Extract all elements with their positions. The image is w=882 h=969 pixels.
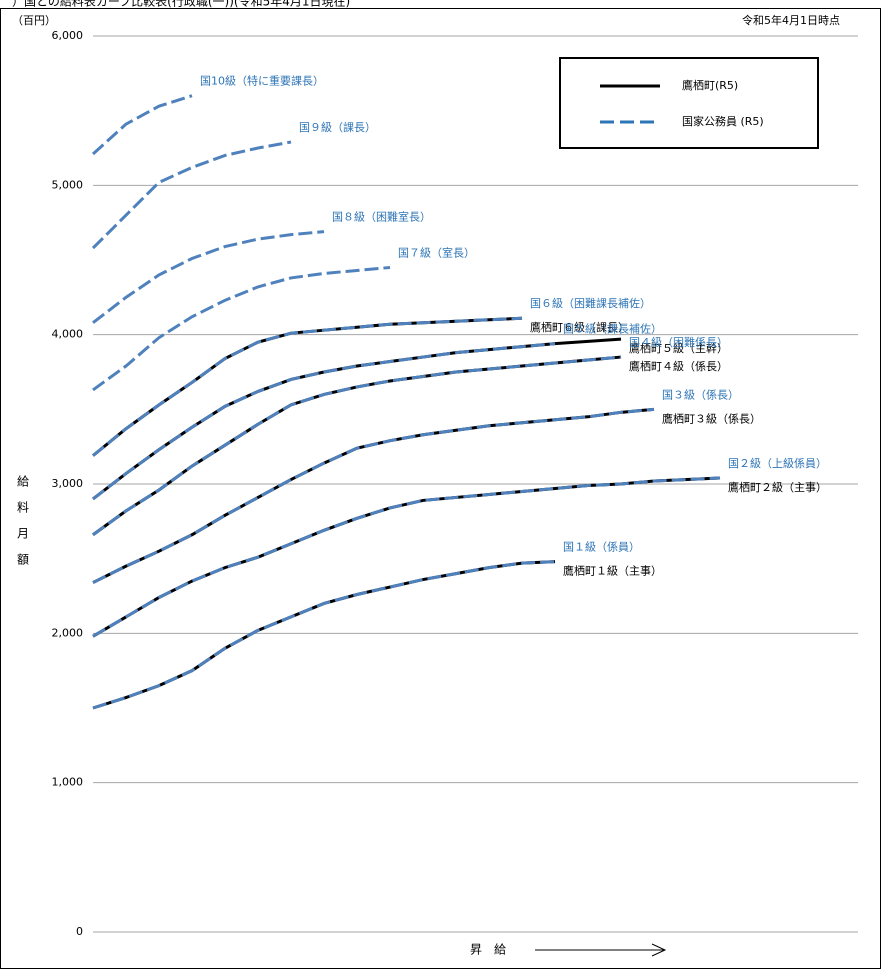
town-line <box>92 560 556 710</box>
series-label: 国５級（課長補佐） <box>563 322 662 336</box>
y-tick-label: 6,000 <box>52 29 84 42</box>
series-label: 国６級（困難課長補佐） <box>530 296 651 310</box>
series-label: 国８級（困難室長） <box>332 210 431 224</box>
series-label: 国３級（係長） <box>662 388 739 401</box>
series-label: 国２級（上級係員） <box>728 457 827 470</box>
series-label: 国４級（困難係長） <box>629 336 728 349</box>
y-tick-label: 0 <box>76 925 83 938</box>
legend-label: 国家公務員 (R5) <box>682 114 764 128</box>
y-axis-label: 給料月額 <box>16 475 30 579</box>
unit-label: （百円） <box>12 14 56 27</box>
y-axis-label-text: 給料月額 <box>16 475 30 579</box>
legend-label: 鷹栖町(R5) <box>682 78 738 92</box>
national-line <box>92 560 556 710</box>
chart-title: ）国との給料表カーブ比較表(行政職(一))(令和5年4月1日現在) <box>12 0 350 9</box>
national-line <box>92 407 655 584</box>
series-label: 鷹栖町４級（係長） <box>629 359 728 373</box>
national-line <box>91 94 193 156</box>
national-line <box>92 355 622 536</box>
series-label: 国７級（室長） <box>398 245 475 259</box>
national-line <box>91 140 292 250</box>
series-label: 国９級（課長） <box>299 120 376 134</box>
national-line <box>92 342 556 501</box>
legend <box>559 57 819 149</box>
series-label: 鷹栖町２級（主事） <box>728 480 827 494</box>
national-line <box>92 476 721 638</box>
town-line <box>92 355 622 536</box>
series-label: 鷹栖町３級（係長） <box>662 411 761 425</box>
subtitle: 令和5年4月1日時点 <box>742 13 840 27</box>
series-label: 鷹栖町５級（主幹） <box>629 341 728 355</box>
series-label: 鷹栖町１級（主事） <box>563 564 662 578</box>
y-tick-label: 3,000 <box>52 477 84 490</box>
national-line <box>92 316 523 457</box>
y-tick-label: 4,000 <box>52 328 84 341</box>
y-tick-label: 2,000 <box>52 626 84 639</box>
y-tick-label: 5,000 <box>52 178 84 191</box>
series-label: 国10級（特に重要課長） <box>200 74 324 88</box>
town-line <box>92 407 655 584</box>
x-arrow-head <box>651 943 667 957</box>
national-line <box>92 265 391 392</box>
series-label: 国１級（係員） <box>563 541 640 554</box>
x-axis-label: 昇 給 <box>470 943 506 957</box>
national-line <box>92 230 325 324</box>
series-label: 鷹栖町６級（課長） <box>530 320 629 334</box>
y-tick-label: 1,000 <box>52 776 84 789</box>
town-line <box>92 476 721 638</box>
